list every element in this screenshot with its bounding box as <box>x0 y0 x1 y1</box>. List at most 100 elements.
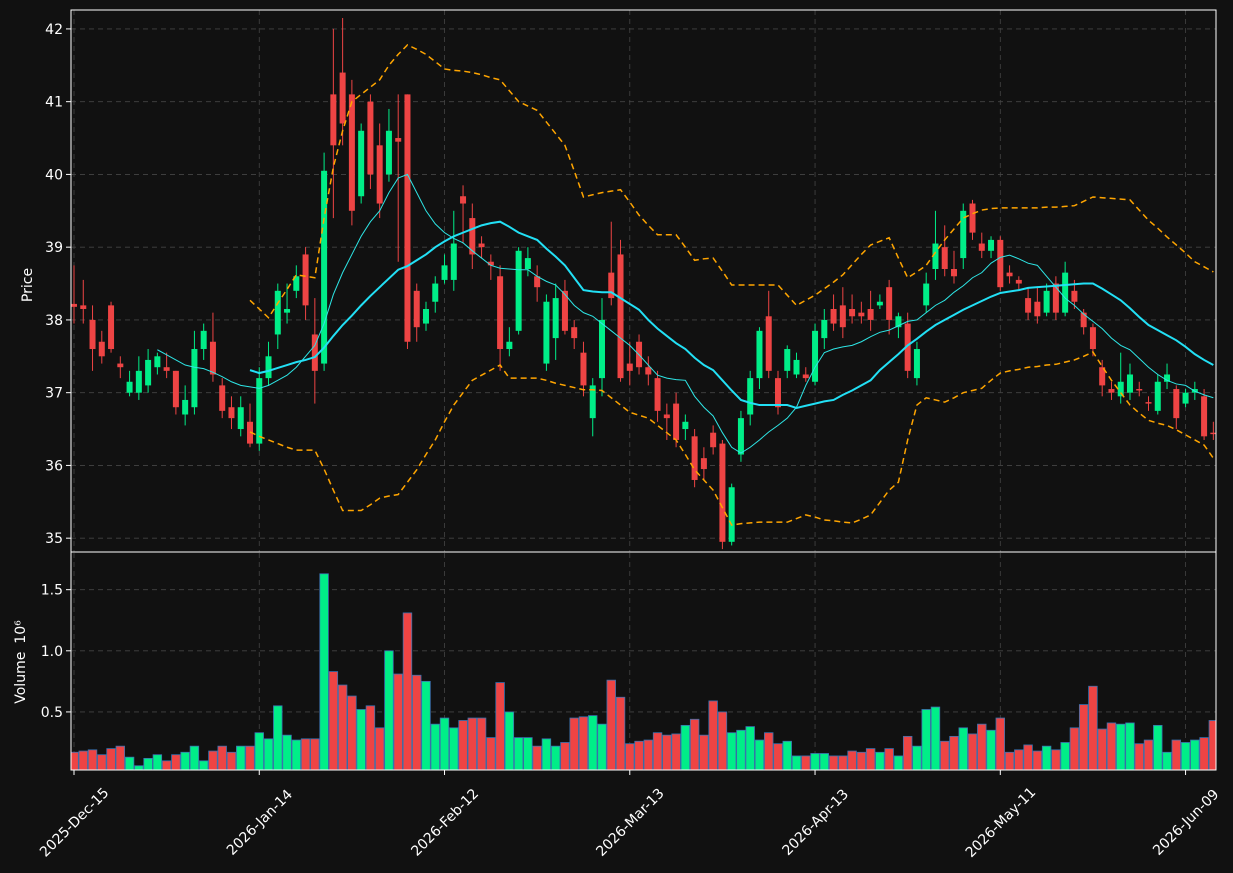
volume-bar <box>1069 727 1080 770</box>
candle-body <box>821 319 828 339</box>
candle-body <box>108 305 115 350</box>
volume-bar <box>588 715 598 770</box>
volume-bar <box>912 745 922 770</box>
y-tick-label: 36 <box>45 458 63 474</box>
volume-bar <box>189 745 200 770</box>
candle-body <box>98 341 105 357</box>
candle-body <box>163 367 170 371</box>
volume-bar <box>1060 742 1070 770</box>
volume-bar <box>328 671 339 770</box>
overlay-line <box>249 350 1214 526</box>
volume-bar <box>467 717 478 770</box>
candle-body <box>1006 272 1013 277</box>
volume-bar <box>300 738 311 770</box>
volume-bar <box>865 748 876 770</box>
volume-bar <box>967 733 978 770</box>
candle-body <box>1089 327 1096 350</box>
candle-body <box>1062 272 1069 313</box>
candle-body <box>793 359 800 375</box>
candle-body <box>404 94 411 342</box>
volume-bar <box>643 739 654 770</box>
candle-body <box>1210 432 1216 435</box>
volume-bar <box>365 705 376 770</box>
volume-bar <box>773 743 783 770</box>
candle-body <box>265 356 272 379</box>
volume-bar <box>986 729 996 770</box>
candle-body <box>561 290 568 331</box>
candle-body <box>172 370 179 408</box>
volume-bar <box>513 737 524 770</box>
volume-bar <box>402 612 413 770</box>
candle-body <box>626 363 633 371</box>
volume-bar <box>1116 723 1126 770</box>
candle-body <box>904 323 911 371</box>
candle-body <box>1099 367 1106 386</box>
volume-bar <box>902 735 913 770</box>
candle-body <box>774 378 781 408</box>
candle-body <box>895 316 902 328</box>
price-plot <box>71 18 1216 550</box>
volume-bar <box>263 738 274 770</box>
volume-bar <box>1078 704 1089 770</box>
candle-body <box>191 349 198 408</box>
candle-body <box>1145 402 1152 404</box>
candle-body <box>293 276 300 291</box>
volume-bar <box>977 723 987 770</box>
volume-bar <box>504 711 515 770</box>
volume-bar <box>828 755 839 770</box>
candle-body <box>182 399 189 415</box>
candle-body <box>913 349 920 379</box>
volume-bar <box>236 745 246 770</box>
candle-body <box>237 407 244 430</box>
candle-body <box>469 218 476 255</box>
volume-bar <box>161 760 172 770</box>
candle-body <box>654 378 661 411</box>
candle-body <box>932 243 939 269</box>
candle-body <box>497 276 504 350</box>
candle-body <box>765 316 772 371</box>
candle-body <box>1015 279 1022 284</box>
volume-bar <box>439 717 450 770</box>
candle-body <box>756 330 763 379</box>
volume-bar <box>1190 739 1200 770</box>
candle-body <box>673 403 680 440</box>
volume-bar <box>1004 751 1015 770</box>
candle-body <box>839 305 846 328</box>
y2-exponent: 10⁶ <box>13 620 29 644</box>
candle-body <box>747 378 754 415</box>
volume-bar <box>930 706 941 770</box>
volume-bar <box>671 733 681 770</box>
volume-bar <box>745 726 755 770</box>
y2-tick-label: 1.0 <box>41 644 63 660</box>
volume-bar <box>838 755 848 770</box>
candle-body <box>441 265 448 280</box>
volume-bar <box>1032 750 1043 770</box>
volume-bar <box>226 751 237 770</box>
volume-bar <box>152 754 163 770</box>
volume-bar <box>1180 742 1191 770</box>
candle-body <box>487 261 494 266</box>
overlay-line <box>249 44 1214 319</box>
volume-bar <box>625 743 635 770</box>
candle-body <box>812 330 819 382</box>
candle-body <box>867 309 874 320</box>
candle-body <box>1117 381 1124 397</box>
volume-bar <box>921 709 931 770</box>
candle-body <box>969 203 976 233</box>
overlay-line <box>157 173 1214 454</box>
candle-body <box>598 319 605 379</box>
volume-bar <box>421 680 431 770</box>
volume-bar <box>356 709 366 770</box>
volume-bar <box>615 696 626 770</box>
volume-bar <box>1162 751 1172 770</box>
volume-bar <box>310 738 320 770</box>
candle-body <box>515 250 522 331</box>
volume-bar <box>412 674 422 770</box>
candle-body <box>691 436 698 480</box>
volume-bar <box>597 723 607 770</box>
volume-bar <box>652 732 663 770</box>
candle-body <box>608 272 615 299</box>
candle-body <box>1034 301 1041 317</box>
candle-body <box>728 487 735 542</box>
volume-bar <box>71 751 79 770</box>
